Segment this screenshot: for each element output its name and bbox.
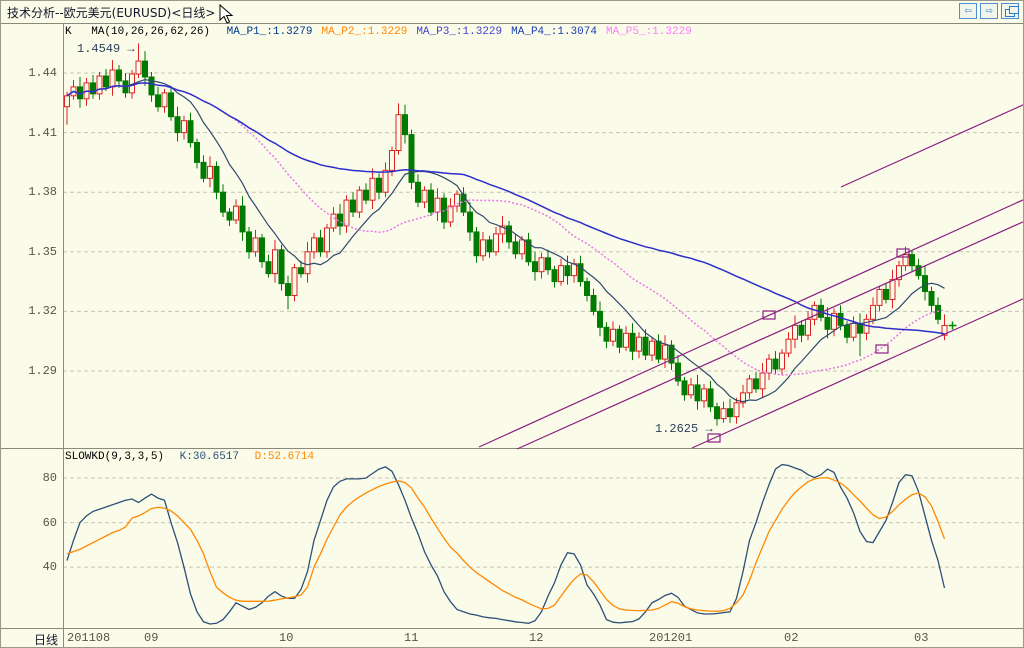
window-title: 技术分析--欧元美元(EURUSD)<日线> [7,6,216,20]
back-button[interactable]: ⇦ [959,3,977,19]
price-axis-label: 1.41 [28,125,57,140]
ma-legend-item: MA_P1_:1.3279 [226,26,313,38]
ma-legend-item: MA_P3_:1.3229 [416,26,503,38]
k-series-label: K [65,26,72,38]
price-axis-label: 1.32 [28,304,57,319]
period-label: 日线 [34,633,59,647]
kd-axis-label: 60 [42,515,57,530]
title-bar: 技术分析--欧元美元(EURUSD)<日线> [1,1,1023,24]
time-axis-label: 201201 [649,631,693,645]
ma-legend-item: MA_P5_:1.3229 [605,26,692,38]
slowkd-k-value: K:30.6517 [179,451,240,463]
slowkd-d-value: D:52.6714 [254,451,315,463]
high-price-annotation: 1.4549 → [77,42,135,56]
time-axis-label: 11 [404,631,419,645]
trendline-handle[interactable] [875,344,889,354]
price-axis-label: 1.29 [28,364,57,378]
ma-legend-item: MA_P4_:1.3074 [511,26,597,38]
trendline-handle[interactable] [762,310,776,320]
forward-button[interactable]: ⇨ [980,3,998,19]
kd-axis-label: 80 [42,471,57,485]
time-axis-label: 201108 [67,631,111,645]
ma-values-list: MA_P1_:1.3279 MA_P2_:1.3229 MA_P3_:1.3229 M… [227,26,701,38]
time-axis-label: 02 [784,631,799,645]
time-axis-label: 10 [279,631,294,645]
low-price-annotation: 1.2625 → [655,422,713,436]
trendline-handle[interactable] [707,433,721,443]
kd-axis-label: 40 [42,560,57,575]
slowkd-legend: SLOWKD(9,3,3,5) K:30.6517 D:52.6714 [65,451,314,463]
price-axis-label: 1.35 [28,244,57,259]
cascade-windows-button[interactable] [1001,3,1019,19]
time-axis-label: 03 [914,631,929,645]
ma-params-label: MA(10,26,26,62,26) [91,26,211,38]
indicator-legend: K MA(10,26,26,62,26) MA_P1_:1.3279 MA_P2_… [65,26,701,38]
right-arrow-icon: ⇨ [985,4,993,18]
toolbar: ⇦ ⇨ [959,3,1019,19]
left-arrow-icon: ⇦ [964,4,972,18]
ma-legend-item: MA_P2_:1.3229 [321,26,408,38]
time-axis-label: 12 [529,631,544,645]
mouse-cursor-icon [219,4,234,24]
slowkd-params-label: SLOWKD(9,3,3,5) [65,451,165,463]
trendline-handle[interactable] [896,248,910,258]
time-axis-label: 09 [144,631,159,645]
price-axis-label: 1.38 [28,185,57,200]
price-axis-label: 1.44 [28,66,57,80]
